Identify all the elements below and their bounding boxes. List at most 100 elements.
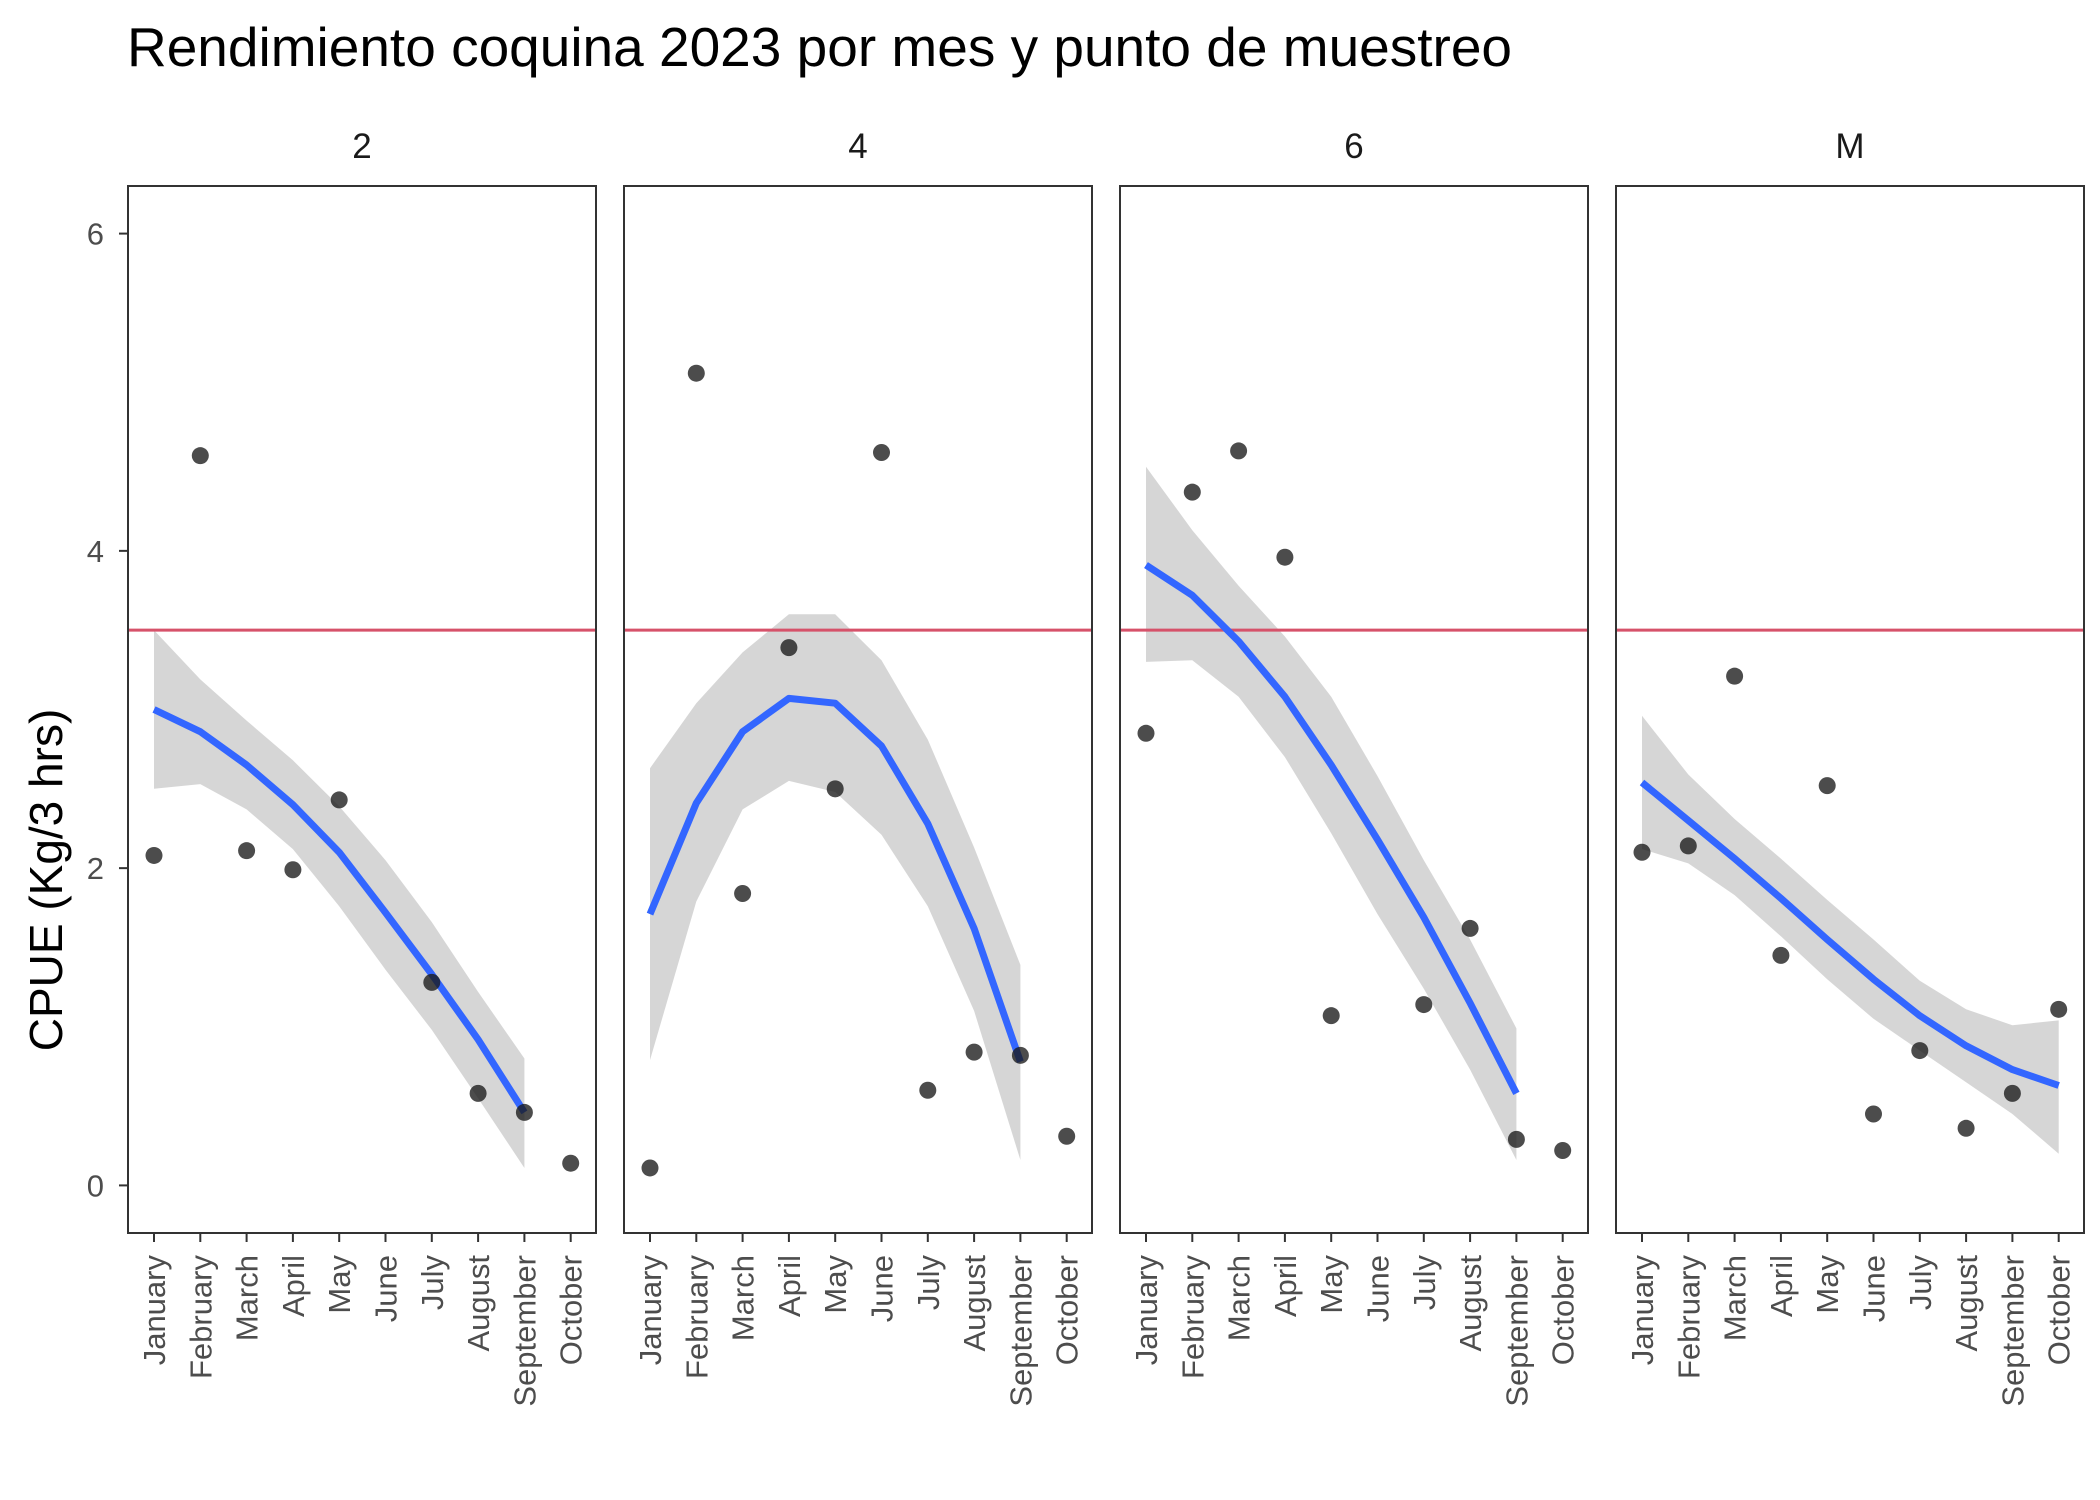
panel-border <box>623 185 1093 1234</box>
data-point <box>1911 1042 1929 1060</box>
panel-border <box>127 185 597 1234</box>
data-point <box>687 364 705 382</box>
x-tick-label: October <box>1546 1255 1581 1365</box>
x-tick-label: January <box>137 1255 172 1366</box>
x-tick-label: January <box>633 1255 668 1366</box>
x-tick-label: April <box>772 1255 807 1317</box>
x-tick-label: August <box>1453 1255 1488 1352</box>
data-point <box>965 1043 983 1061</box>
x-tick-label: April <box>1764 1255 1799 1317</box>
data-point <box>2050 1000 2068 1018</box>
x-tick-label: February <box>679 1255 714 1380</box>
facet-panel-2: 2 January February March April May June July Aug… <box>127 127 597 1407</box>
x-tick-label: August <box>957 1255 992 1352</box>
data-point <box>1554 1142 1572 1160</box>
data-point <box>1415 996 1433 1014</box>
data-point <box>1461 919 1479 937</box>
facet-panel-6: 6 January February March April May June July Aug… <box>1119 127 1589 1407</box>
data-point <box>1818 777 1836 795</box>
x-tick-label: July <box>415 1255 450 1311</box>
x-tick-label: February <box>1671 1255 1706 1380</box>
x-tick-label: March <box>230 1255 265 1341</box>
data-point <box>1230 442 1248 460</box>
facet-strip-label: M <box>1835 127 1864 166</box>
data-point <box>1011 1046 1029 1064</box>
x-tick-label: April <box>1268 1255 1303 1317</box>
panel-border <box>1119 185 1589 1234</box>
data-point <box>515 1103 533 1121</box>
data-point <box>330 791 348 809</box>
confidence-ribbon <box>650 614 1021 1160</box>
x-tick-label: March <box>1222 1255 1257 1341</box>
data-point <box>1137 724 1155 742</box>
smooth-trend-line <box>1639 779 2060 1089</box>
confidence-ribbon <box>1146 466 1517 1160</box>
x-tick-label: September <box>1995 1255 2030 1407</box>
y-tick-label: 0 <box>87 1168 104 1203</box>
x-tick-label: June <box>1361 1255 1396 1322</box>
x-tick-label: February <box>183 1255 218 1380</box>
x-tick-label: May <box>322 1255 357 1314</box>
x-tick-label: July <box>1407 1255 1442 1311</box>
data-point <box>1772 946 1790 964</box>
y-axis-label: CPUE (Kg/3 hrs) <box>20 709 72 1052</box>
x-tick-label: March <box>726 1255 761 1341</box>
x-tick-label: June <box>1857 1255 1892 1322</box>
facet-panels: 2 January February March April May June July Aug… <box>127 127 2085 1407</box>
facet-strip-label: 6 <box>1344 127 1363 166</box>
data-point <box>238 842 256 860</box>
data-point <box>1058 1127 1076 1145</box>
x-tick-label: June <box>369 1255 404 1322</box>
data-point <box>469 1084 487 1102</box>
chart-title: Rendimiento coquina 2023 por mes y punto… <box>127 16 1512 78</box>
x-tick-label: June <box>865 1255 900 1322</box>
data-point <box>2003 1084 2021 1102</box>
data-point <box>191 447 209 465</box>
data-point <box>1865 1105 1882 1123</box>
data-point <box>1276 548 1294 566</box>
x-tick-label: October <box>1050 1255 1085 1365</box>
y-tick-label: 2 <box>87 851 104 886</box>
data-point <box>1633 843 1651 861</box>
x-tick-label: August <box>1949 1255 1984 1352</box>
data-point <box>1726 667 1744 685</box>
y-tick-label: 4 <box>87 534 104 569</box>
x-tick-label: July <box>1903 1255 1938 1311</box>
panel-border <box>1615 185 2085 1234</box>
data-point <box>734 885 752 903</box>
x-tick-label: January <box>1625 1255 1660 1366</box>
data-point <box>423 973 441 991</box>
x-tick-label: May <box>818 1255 853 1314</box>
x-tick-label: October <box>554 1255 589 1365</box>
data-point <box>1507 1130 1525 1148</box>
x-tick-label: July <box>911 1255 946 1311</box>
smooth-trend-line <box>1144 562 1520 1095</box>
y-axis: 0 2 4 6 <box>87 217 128 1203</box>
data-point <box>1679 837 1697 855</box>
x-tick-label: September <box>1003 1255 1038 1407</box>
x-tick-label: August <box>461 1255 496 1352</box>
x-tick-label: October <box>2042 1255 2077 1365</box>
data-point <box>145 846 163 864</box>
data-point <box>284 861 302 879</box>
confidence-ribbon <box>154 630 525 1168</box>
data-point <box>873 444 890 462</box>
data-point <box>1957 1119 1975 1137</box>
smooth-trend-line <box>152 706 528 1115</box>
y-tick-label: 6 <box>87 217 104 252</box>
facet-panel-M: M January February March April May June July Aug… <box>1615 127 2085 1407</box>
facet-strip-label: 2 <box>352 127 371 166</box>
facet-strip-label: 4 <box>848 127 867 166</box>
data-point <box>826 780 844 798</box>
x-tick-label: May <box>1314 1255 1349 1314</box>
data-point <box>780 639 798 657</box>
x-tick-label: April <box>276 1255 311 1317</box>
x-tick-label: September <box>507 1255 542 1407</box>
facet-panel-4: 4 January February March April May June July Aug… <box>623 127 1093 1407</box>
x-tick-label: March <box>1718 1255 1753 1341</box>
data-point <box>919 1081 937 1099</box>
x-tick-label: January <box>1129 1255 1164 1366</box>
x-tick-label: May <box>1810 1255 1845 1314</box>
data-point <box>1183 483 1201 501</box>
